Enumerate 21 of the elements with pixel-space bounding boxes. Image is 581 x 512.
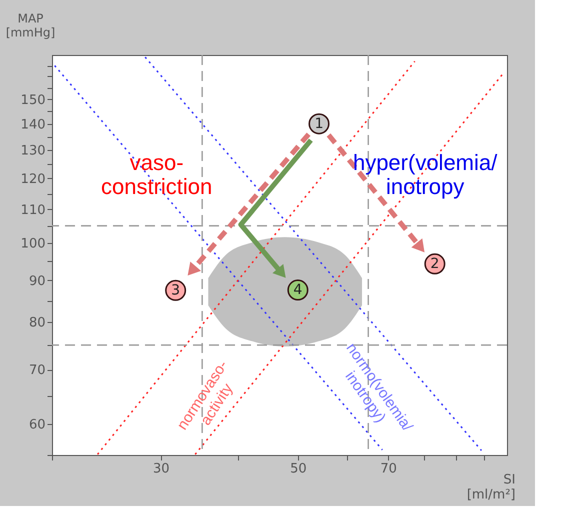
y-tick-label: 60 [28, 418, 46, 433]
annotation: hyper(volemia/ inotropy [352, 150, 498, 199]
series-label: 3 [171, 282, 180, 298]
y-tick-label: 110 [20, 202, 46, 218]
y-tick-label: 150 [20, 92, 46, 108]
y-tick-label: 130 [20, 144, 46, 159]
y-tick-label: 140 [20, 117, 46, 132]
series-label: 2 [430, 256, 440, 272]
x-tick-label: 30 [153, 462, 170, 476]
annotation: vaso- constriction [101, 150, 212, 199]
y-tick-label: 120 [20, 172, 46, 187]
y-axis-title: MAP [mmHg] [6, 12, 56, 40]
x-tick-label: 70 [380, 462, 397, 476]
x-axis-title: SI [ml/m²] [466, 472, 516, 502]
x-tick-label: 50 [290, 462, 307, 476]
y-tick-label: 80 [28, 316, 46, 331]
series-label: 1 [314, 116, 324, 132]
y-tick-label: 70 [28, 363, 46, 378]
series-label: 4 [293, 282, 302, 298]
y-tick-label: 100 [20, 236, 46, 252]
y-tick-label: 90 [28, 274, 46, 289]
